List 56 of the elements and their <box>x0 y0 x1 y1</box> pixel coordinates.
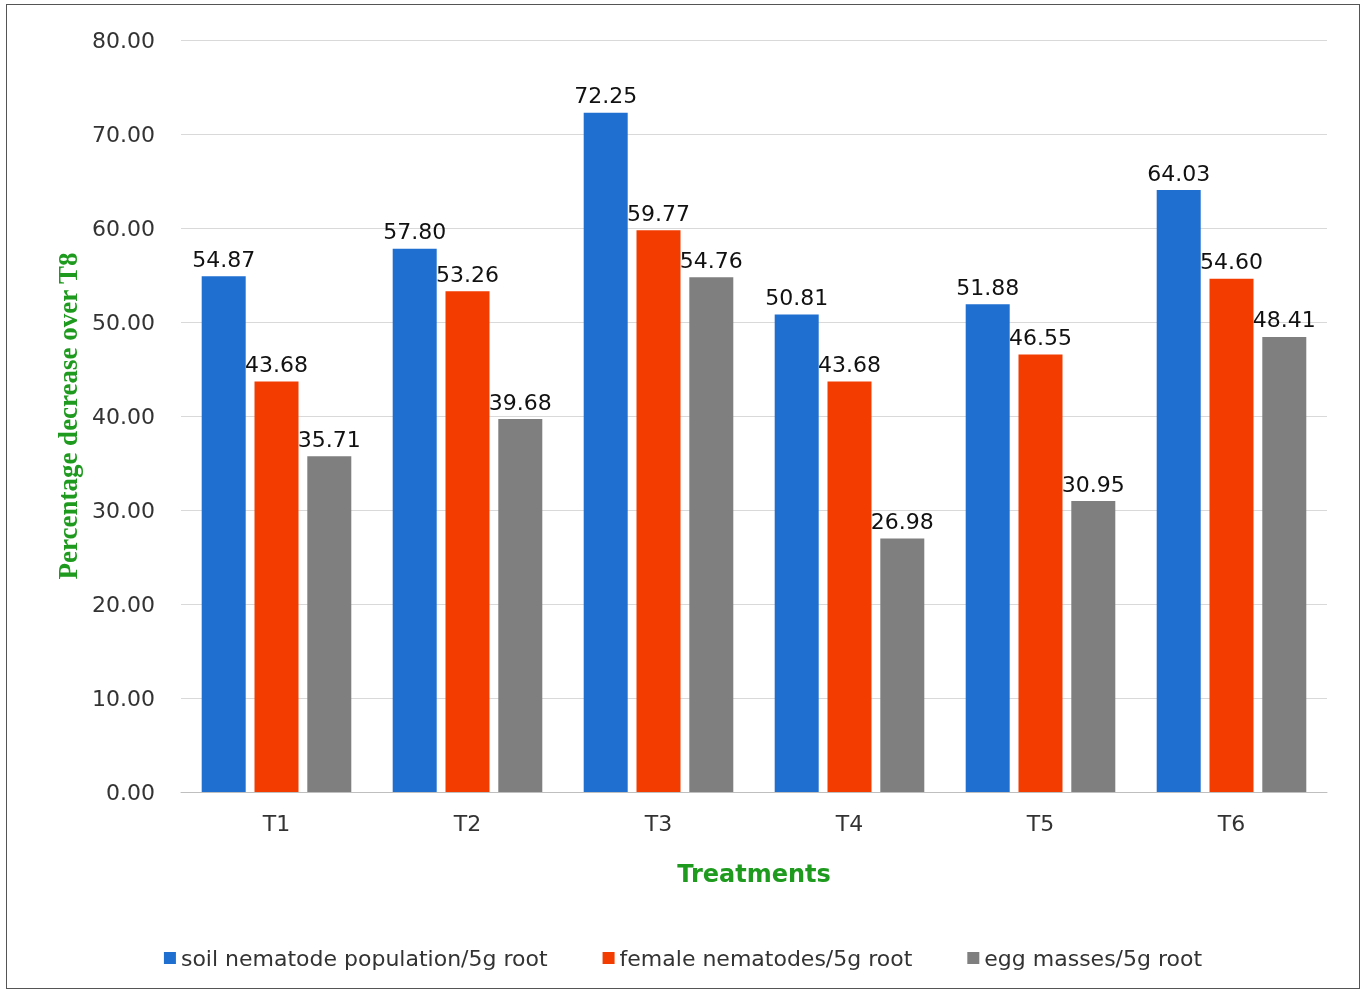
bar <box>827 381 872 792</box>
data-label: 59.77 <box>627 200 690 226</box>
data-label: 46.55 <box>1009 324 1072 350</box>
y-tick-label: 20.00 <box>92 591 155 617</box>
bar <box>1156 190 1201 792</box>
data-label: 57.80 <box>383 219 447 245</box>
legend-label: female nematodes/5g root <box>619 945 913 971</box>
bar <box>445 291 490 792</box>
data-label: 53.26 <box>436 261 499 287</box>
x-tick-label: T5 <box>1025 810 1055 836</box>
bar <box>307 456 352 792</box>
bar <box>880 538 925 792</box>
y-tick-label: 0.00 <box>106 779 155 805</box>
x-tick-label: T4 <box>834 810 864 836</box>
bar <box>254 381 299 792</box>
data-label: 64.03 <box>1147 160 1211 186</box>
bar <box>1262 336 1307 792</box>
x-tick-label: T3 <box>643 810 673 836</box>
data-label: 26.98 <box>870 508 934 534</box>
legend-label: egg masses/5g root <box>984 945 1203 971</box>
x-tick-label: T6 <box>1216 810 1246 836</box>
bar <box>1071 501 1116 792</box>
data-label: 54.60 <box>1200 249 1263 275</box>
data-label: 48.41 <box>1252 307 1316 333</box>
x-tick-label: T1 <box>261 810 291 836</box>
y-tick-label: 70.00 <box>92 121 155 147</box>
bar <box>689 277 734 792</box>
bar <box>774 314 819 792</box>
y-tick-label: 40.00 <box>92 403 155 429</box>
y-tick-label: 10.00 <box>92 685 155 711</box>
data-label: 35.71 <box>297 426 361 452</box>
data-label: 50.81 <box>765 284 829 310</box>
bar <box>498 419 543 792</box>
x-tick-label: T2 <box>452 810 482 836</box>
bar <box>1209 278 1254 792</box>
data-label: 51.88 <box>956 274 1020 300</box>
bar <box>392 248 437 792</box>
data-label: 72.25 <box>574 83 638 109</box>
data-label: 30.95 <box>1061 471 1125 497</box>
bar <box>201 276 246 792</box>
data-label: 54.76 <box>679 247 743 273</box>
y-axis-title: Percentage decrease over T8 <box>52 252 83 580</box>
legend-label: soil nematode population/5g root <box>180 945 548 971</box>
bar <box>583 112 628 792</box>
data-label: 39.68 <box>488 389 552 415</box>
x-axis-title: Treatments <box>677 860 831 888</box>
bar <box>1018 354 1063 792</box>
data-label: 54.87 <box>192 246 256 272</box>
data-label: 43.68 <box>818 351 881 377</box>
y-tick-label: 80.00 <box>92 27 155 53</box>
bar <box>636 230 681 792</box>
y-tick-label: 50.00 <box>92 309 155 335</box>
bar <box>965 304 1010 792</box>
y-tick-label: 30.00 <box>92 497 155 523</box>
y-tick-label: 60.00 <box>92 215 155 241</box>
data-label: 43.68 <box>245 351 308 377</box>
